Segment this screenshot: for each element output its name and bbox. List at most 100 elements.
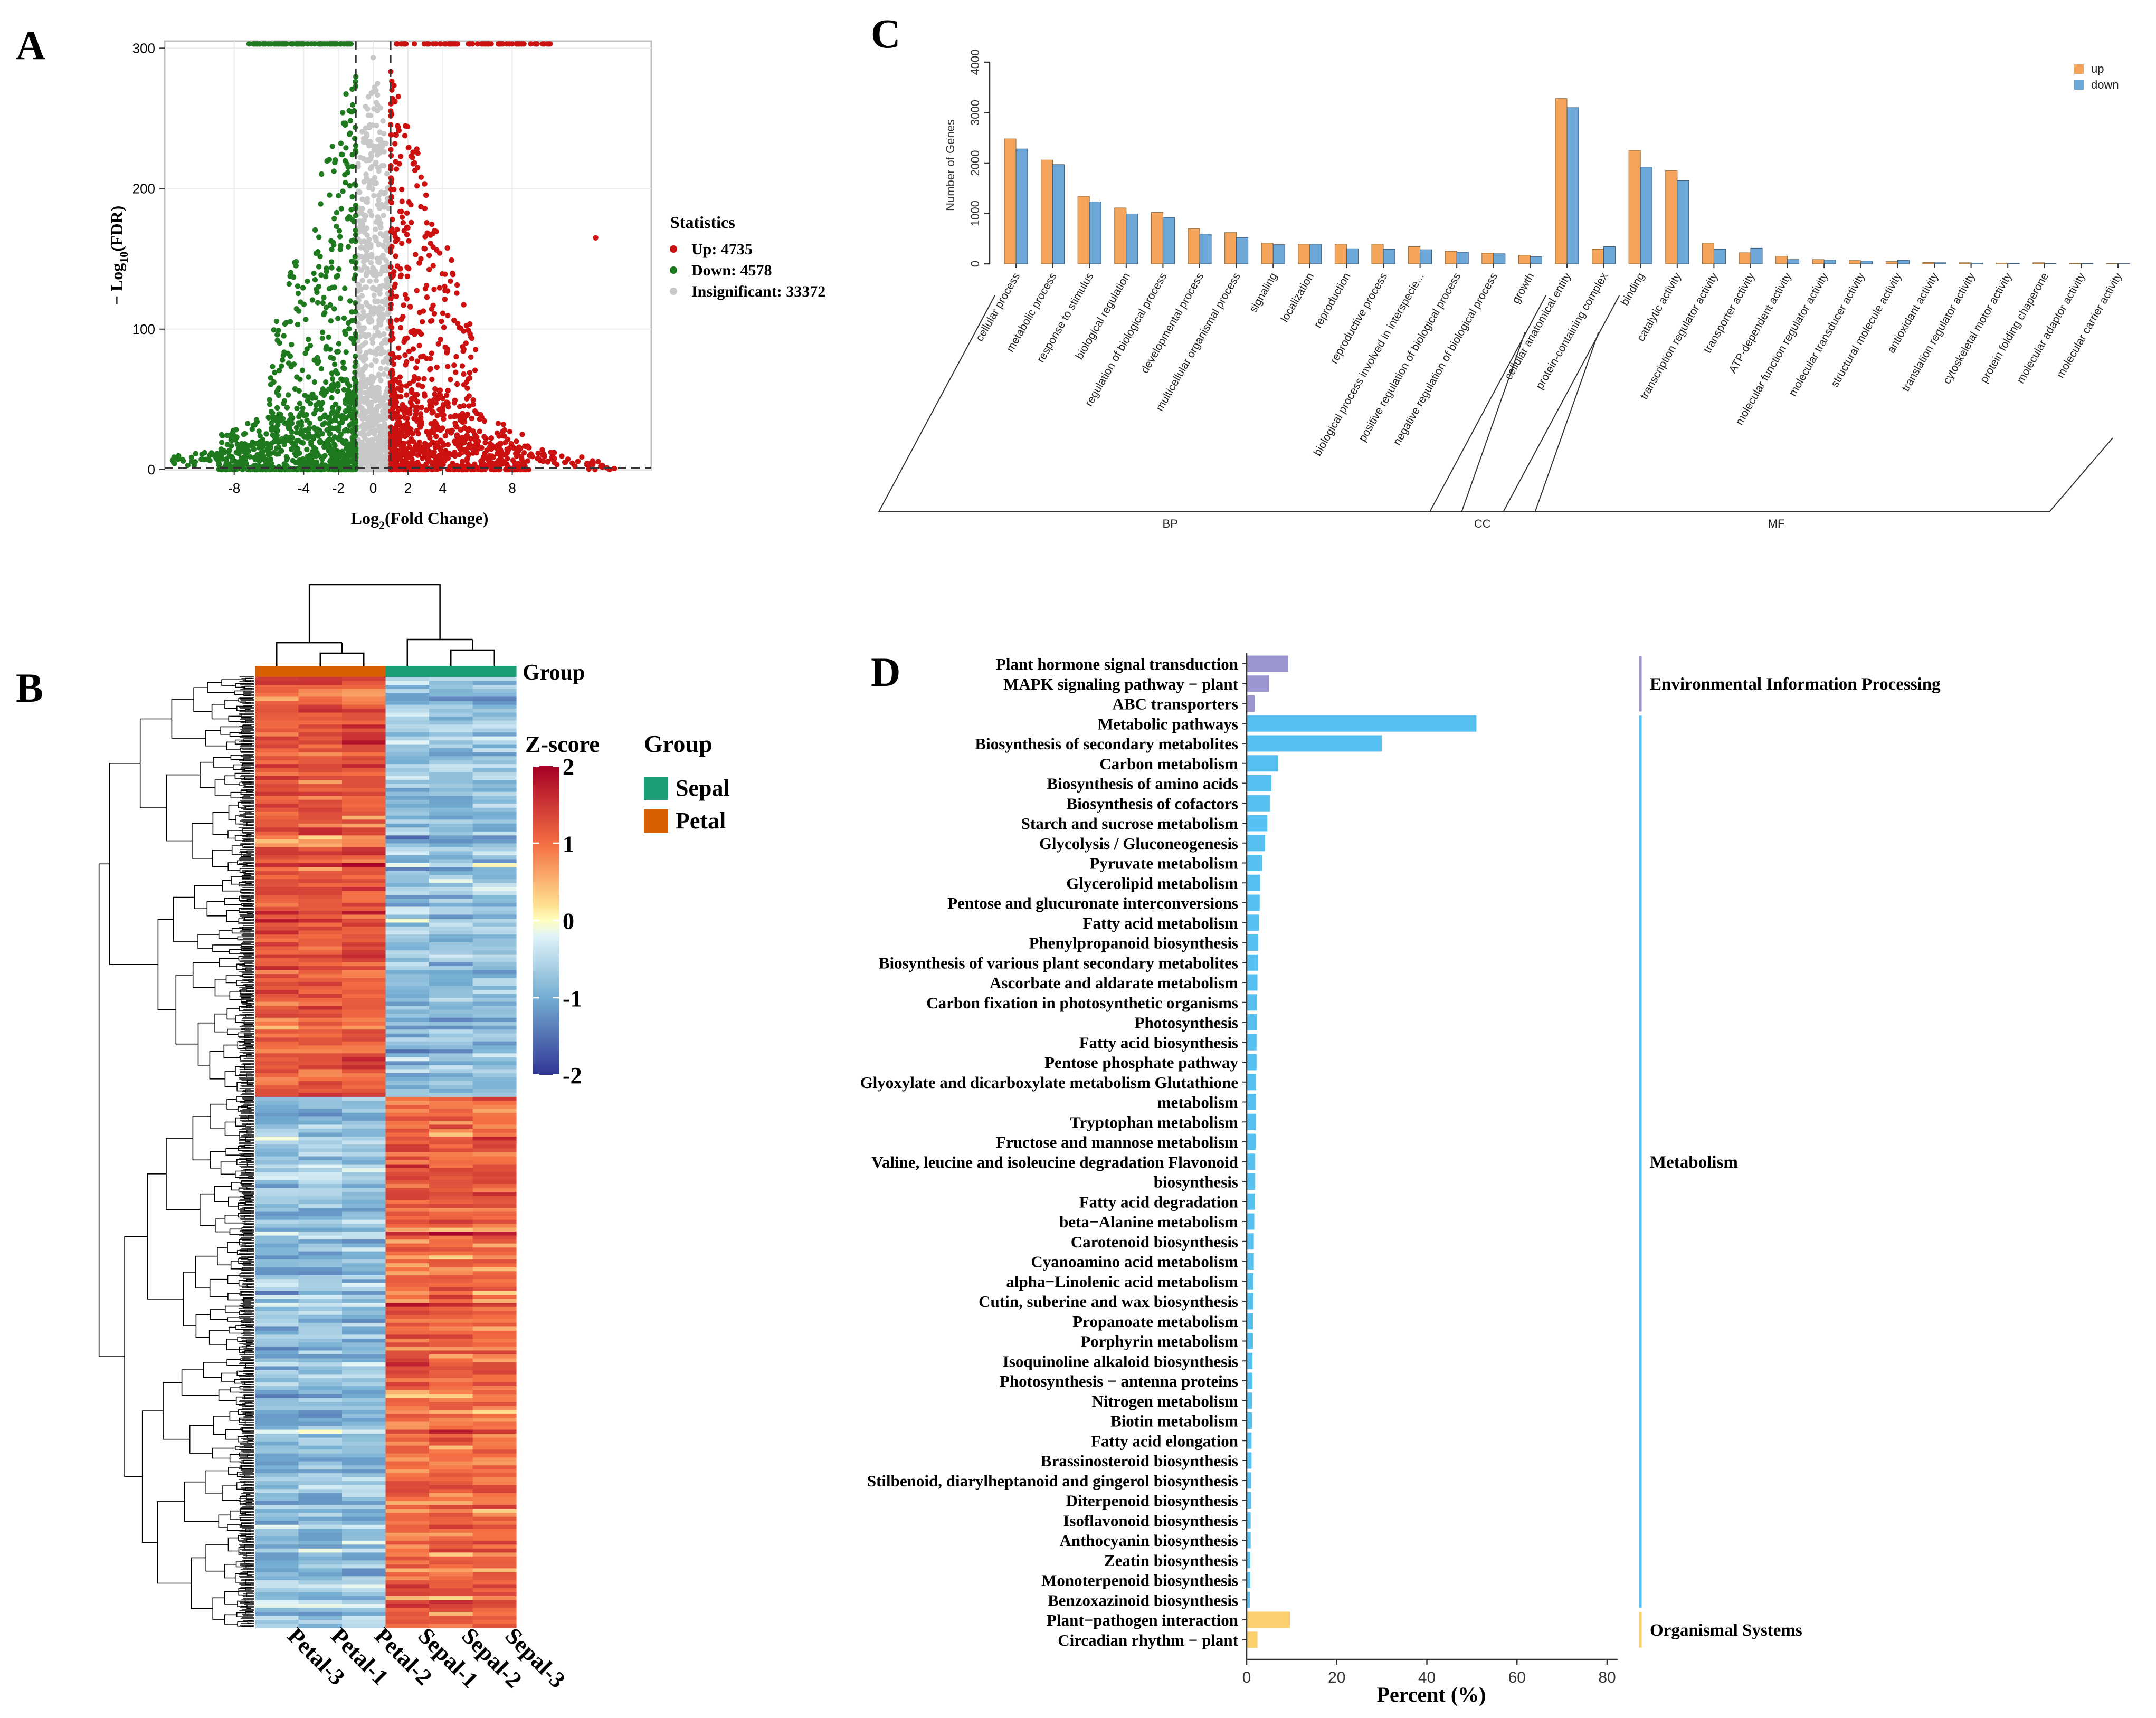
heatmap-cell: [385, 1093, 430, 1097]
heatmap-cell: [255, 1033, 299, 1038]
heatmap-cell: [298, 1283, 343, 1287]
volcano-point-down: [304, 446, 310, 453]
heatmap-cell: [472, 1370, 517, 1375]
volcano-point-insignificant: [359, 293, 365, 299]
heatmap-cell: [385, 1033, 430, 1038]
heatmap-cell: [255, 1176, 299, 1181]
heatmap-cell: [255, 1402, 299, 1407]
volcano-point-down: [273, 425, 279, 431]
volcano-point-up: [429, 350, 435, 356]
heatmap-cell: [385, 1295, 430, 1300]
heatmap-cell: [385, 1025, 430, 1030]
heatmap-cell: [429, 1148, 473, 1153]
heatmap-cell: [298, 1243, 343, 1248]
volcano-point-down: [260, 41, 267, 47]
volcano-point-down: [319, 171, 325, 177]
heatmap-cell: [255, 720, 299, 725]
volcano-point-down: [309, 449, 316, 455]
heatmap-cell: [429, 1263, 473, 1268]
heatmap-cell: [255, 693, 299, 698]
heatmap-cell: [429, 938, 473, 943]
volcano-point-down: [313, 427, 319, 433]
volcano-point-up: [575, 459, 581, 464]
group-annotation-label: Group: [523, 661, 585, 685]
heatmap-cell: [255, 859, 299, 864]
heatmap-cell: [255, 1061, 299, 1066]
volcano-point-insignificant: [383, 412, 388, 418]
heatmap-cell: [429, 1271, 473, 1276]
heatmap-cell: [472, 1053, 517, 1058]
volcano-point-insignificant: [381, 130, 387, 137]
heatmap-cell: [298, 1204, 343, 1208]
volcano-point-down: [336, 341, 342, 347]
heatmap-cell: [342, 736, 386, 741]
volcano-point-insignificant: [363, 340, 368, 346]
volcano-point-up: [391, 186, 397, 193]
volcano-point-up: [535, 451, 541, 456]
volcano-point-down: [320, 454, 327, 460]
heatmap-cell: [255, 1386, 299, 1391]
heatmap-cell: [342, 958, 386, 963]
heatmap-cell: [385, 1291, 430, 1295]
heatmap-cell: [255, 1319, 299, 1323]
heatmap-cell: [429, 704, 473, 709]
heatmap-cell: [298, 1014, 343, 1018]
heatmap-cell: [255, 966, 299, 971]
volcano-point-down: [335, 451, 341, 457]
heatmap-cell: [255, 886, 299, 892]
heatmap-cell: [385, 1208, 430, 1213]
heatmap-cell: [342, 677, 386, 682]
heatmap-cell: [429, 1109, 473, 1113]
heatmap-cell: [342, 1283, 386, 1287]
heatmap-cell: [472, 1025, 517, 1030]
heatmap-cell: [472, 1342, 517, 1347]
heatmap-cell: [342, 1247, 386, 1252]
volcano-point-down: [290, 445, 296, 451]
heatmap-cell: [342, 1022, 386, 1026]
volcano-point-insignificant: [359, 267, 365, 273]
heatmap-cell: [342, 768, 386, 772]
volcano-point-up: [410, 346, 416, 352]
volcano-point-down: [330, 240, 336, 245]
heatmap-cell: [429, 919, 473, 923]
volcano-point-up: [487, 441, 493, 446]
heatmap-cell: [385, 843, 430, 848]
heatmap-cell: [429, 1311, 473, 1315]
heatmap-cell: [298, 791, 343, 796]
heatmap-cell: [298, 752, 343, 757]
heatmap-cell: [472, 1319, 517, 1323]
volcano-point-insignificant: [364, 266, 370, 272]
heatmap-cell: [385, 966, 430, 971]
heatmap-cell: [342, 812, 386, 816]
heatmap-cell: [255, 1362, 299, 1367]
heatmap-cell: [472, 1267, 517, 1272]
volcano-point-down: [226, 447, 233, 453]
heatmap-cell: [298, 934, 343, 939]
volcano-point-insignificant: [375, 137, 381, 142]
heatmap-cell: [472, 712, 517, 717]
heatmap-cell: [298, 1057, 343, 1062]
heatmap-cell: [385, 1049, 430, 1054]
heatmap-cell: [429, 1314, 473, 1319]
volcano-point-up: [448, 466, 454, 472]
heatmap-cell: [342, 1354, 386, 1359]
volcano-point-down: [313, 407, 319, 413]
heatmap-cell: [255, 1311, 299, 1315]
heatmap-cell: [385, 1164, 430, 1169]
heatmap-cell: [472, 1299, 517, 1303]
heatmap-cell: [385, 1354, 430, 1359]
heatmap-cell: [429, 958, 473, 963]
volcano-point-up: [430, 41, 436, 47]
heatmap-cell: [298, 1096, 343, 1101]
heatmap-cell: [342, 740, 386, 745]
volcano-point-down: [271, 327, 277, 333]
volcano-point-up: [416, 260, 422, 266]
heatmap-cell: [385, 1022, 430, 1026]
volcano-point-up: [465, 445, 471, 451]
heatmap-cell: [342, 1045, 386, 1050]
heatmap-cell: [255, 1041, 299, 1046]
heatmap-cell: [298, 974, 343, 979]
heatmap-cell: [255, 1037, 299, 1042]
heatmap-cell: [342, 1263, 386, 1268]
volcano-point-insignificant: [379, 341, 385, 347]
